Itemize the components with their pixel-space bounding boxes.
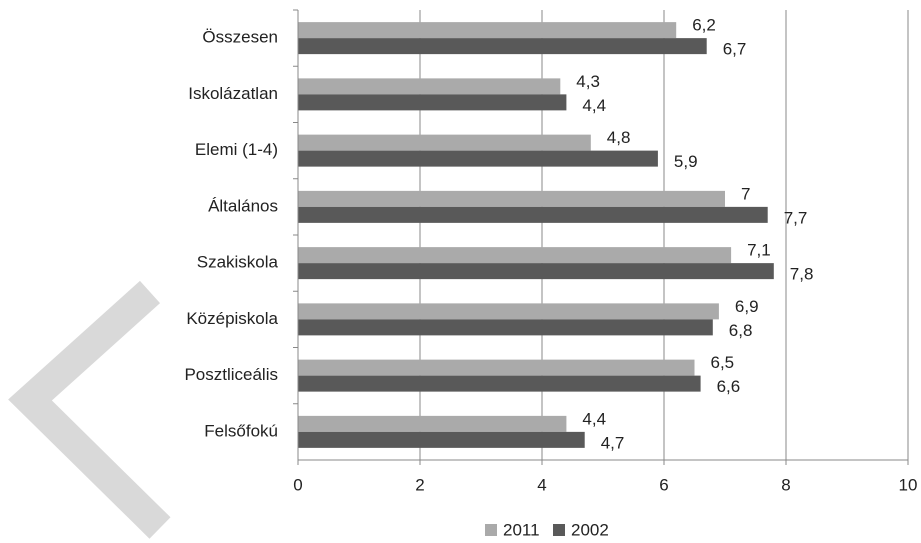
data-label: 4,3 <box>576 72 600 91</box>
data-label: 7,8 <box>790 265 814 284</box>
bar <box>298 247 732 264</box>
y-tick-label: Elemi (1-4) <box>195 140 278 159</box>
data-label: 4,7 <box>601 433 625 452</box>
bar <box>298 38 707 55</box>
data-label: 6,9 <box>735 297 759 316</box>
x-tick-label: 2 <box>415 475 424 494</box>
x-tick-label: 8 <box>781 475 790 494</box>
bar <box>298 94 567 111</box>
x-tick-label: 6 <box>659 475 668 494</box>
x-tick-label: 10 <box>899 475 918 494</box>
bar <box>298 190 725 207</box>
data-label: 4,4 <box>582 96 606 115</box>
y-tick-label: Középiskola <box>186 309 278 328</box>
legend-label: 2002 <box>571 520 609 539</box>
data-label: 6,7 <box>723 40 747 59</box>
bar <box>298 375 701 392</box>
data-label: 5,9 <box>674 152 698 171</box>
watermark <box>8 280 171 539</box>
bar <box>298 303 719 320</box>
y-tick-label: Általános <box>208 196 278 215</box>
data-label: 6,6 <box>717 377 741 396</box>
legend-swatch <box>485 524 497 536</box>
y-tick-label: Összesen <box>202 28 278 47</box>
y-tick-label: Iskolázatlan <box>188 84 278 103</box>
bar <box>298 206 768 223</box>
bar <box>298 359 695 376</box>
bar <box>298 415 567 432</box>
y-tick-label: Felsőfokú <box>204 421 278 440</box>
legend-swatch <box>553 524 565 536</box>
y-tick-label: Posztliceális <box>184 365 278 384</box>
data-label: 7,7 <box>784 208 808 227</box>
data-label: 6,2 <box>692 16 716 35</box>
data-label: 6,5 <box>711 353 735 372</box>
data-label: 7 <box>741 184 750 203</box>
data-label: 4,4 <box>582 409 606 428</box>
bar <box>298 78 561 95</box>
bar <box>298 431 585 448</box>
x-tick-label: 0 <box>293 475 302 494</box>
bar <box>298 150 658 167</box>
legend-label: 2011 <box>503 520 540 539</box>
bar <box>298 134 591 151</box>
bar <box>298 319 713 336</box>
bar <box>298 263 774 280</box>
y-tick-label: Szakiskola <box>197 253 279 272</box>
data-label: 6,8 <box>729 321 753 340</box>
data-label: 4,8 <box>607 128 631 147</box>
data-label: 7,1 <box>747 241 771 260</box>
x-tick-label: 4 <box>537 475 546 494</box>
bar <box>298 22 677 39</box>
